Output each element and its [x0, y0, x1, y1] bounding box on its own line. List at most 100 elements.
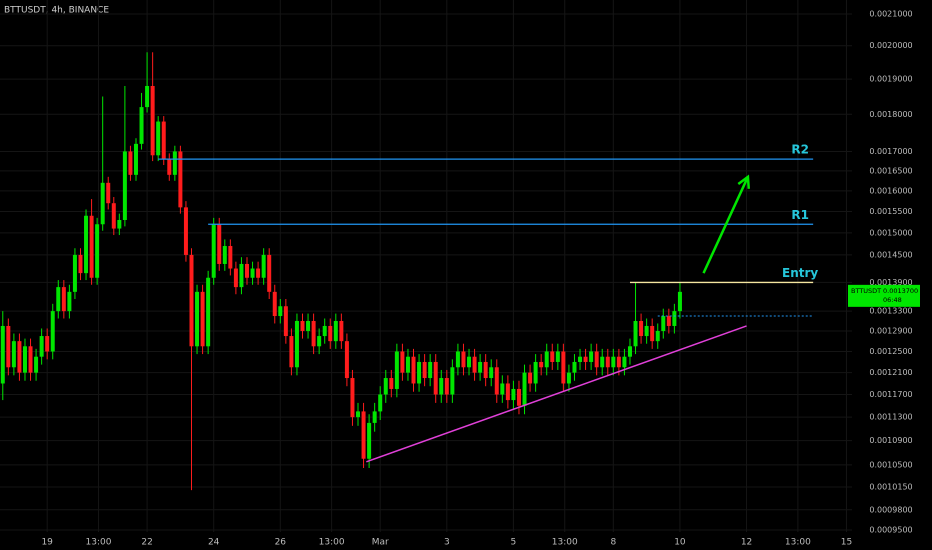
price-tag-value: 0.0013700 [883, 287, 918, 295]
y-tick-label: 0.0012100 [869, 368, 912, 377]
candle-body [11, 341, 16, 368]
candle-body [195, 291, 200, 347]
candle-body [461, 351, 466, 368]
candle-body [372, 411, 377, 423]
candle-body [22, 346, 27, 373]
candle-body [444, 378, 449, 395]
candle-body [272, 291, 277, 317]
y-tick-label: 0.0015500 [869, 207, 912, 216]
candle-body [133, 143, 138, 175]
candle-body [394, 351, 399, 389]
level-label: Entry [782, 266, 818, 280]
candle-body [600, 356, 605, 368]
candle-body [256, 268, 261, 278]
candle-body [106, 182, 111, 204]
candle-body [289, 336, 294, 368]
candle-body [95, 224, 100, 278]
candle-body [267, 254, 272, 292]
x-tick-label: 13:00 [785, 538, 811, 548]
y-tick-label: 0.0011700 [869, 390, 912, 399]
y-tick-label: 0.0012900 [869, 326, 912, 335]
candle-body [178, 151, 183, 208]
candle-body [361, 411, 366, 459]
level-label: R1 [791, 208, 809, 222]
candle-body [278, 306, 283, 317]
chart-title: BTTUSDT, 4h, BINANCE [4, 6, 109, 16]
candle-body [433, 361, 438, 395]
candle-body [478, 361, 483, 373]
candle-body [72, 254, 77, 292]
candle-body [294, 320, 299, 368]
candle-body [677, 291, 682, 312]
candle-body [555, 351, 560, 362]
y-tick-label: 0.0015000 [869, 228, 912, 237]
y-tick-label: 0.0013900 [869, 278, 912, 287]
candle-body [467, 356, 472, 368]
candle-body [50, 311, 55, 352]
x-tick-label: 13:00 [319, 538, 345, 548]
candle-body [200, 291, 205, 347]
candle-body [122, 151, 127, 220]
candle-body [539, 361, 544, 368]
candle-body [650, 325, 655, 342]
candle-body [333, 320, 338, 342]
candle-body [222, 246, 227, 264]
candle-body [328, 325, 333, 342]
candle-body [550, 351, 555, 362]
candle-body [589, 351, 594, 362]
trend-line [366, 325, 747, 463]
candle-body [28, 346, 33, 373]
candle-body [233, 268, 238, 288]
x-tick-label: 10 [674, 538, 686, 548]
candle-body [528, 372, 533, 384]
candle-body [439, 378, 444, 395]
candle-body [261, 254, 266, 278]
candle-body [89, 215, 94, 278]
candle-body [228, 246, 233, 269]
x-tick-label: 22 [141, 538, 152, 548]
candle-body [417, 361, 422, 384]
x-tick-label: 8 [610, 538, 616, 548]
candle-body [511, 388, 516, 401]
y-tick-label: 0.0014500 [869, 250, 912, 259]
candle-body [183, 207, 188, 255]
candle-body [367, 422, 372, 459]
candle-body [616, 356, 621, 368]
candle-body [189, 254, 194, 347]
price-tag [848, 284, 920, 307]
y-tick-label: 0.0010500 [869, 460, 912, 469]
candle-body [206, 277, 211, 347]
candle-body [356, 411, 361, 418]
candle-body [78, 254, 83, 274]
candle-body [639, 320, 644, 337]
x-tick-label: 3 [444, 538, 450, 548]
x-tick-label: 13:00 [86, 538, 112, 548]
candle-body [239, 263, 244, 288]
candle-body [633, 320, 638, 347]
candle-body [150, 85, 155, 156]
price-tag-symbol: BTTUSDT [851, 287, 881, 295]
x-tick-label: 26 [275, 538, 287, 548]
candle-body [67, 291, 72, 312]
candle-body [34, 356, 39, 373]
candle-body [161, 121, 166, 160]
y-tick-label: 0.0011300 [869, 413, 912, 422]
candle-body [428, 361, 433, 379]
y-tick-label: 0.0010900 [869, 436, 912, 445]
candle-body [627, 346, 632, 357]
candle-body [339, 320, 344, 342]
candle-body [572, 361, 577, 373]
candle-body [622, 356, 627, 368]
candle-body [455, 351, 460, 368]
candle-body [56, 287, 61, 312]
candle-body [145, 85, 150, 108]
candle-body [389, 378, 394, 389]
candle-body [39, 336, 44, 357]
candle-body [611, 356, 616, 368]
candle-body [211, 224, 216, 278]
candle-body [156, 121, 161, 156]
y-tick-label: 0.0021000 [869, 10, 912, 19]
